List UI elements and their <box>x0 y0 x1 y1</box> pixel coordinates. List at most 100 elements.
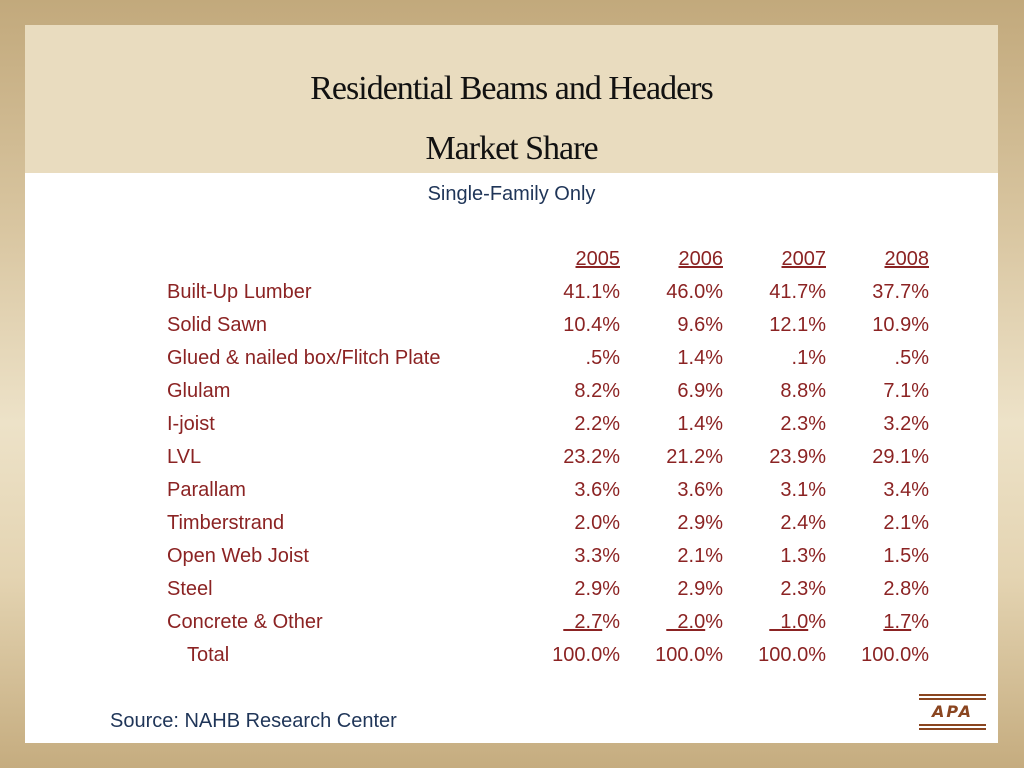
slide-title-line2: Market Share <box>425 130 598 167</box>
table-cell: 21.2% <box>666 446 723 468</box>
table-cell: 2.9% <box>677 578 723 600</box>
cell-unit: % <box>705 611 723 633</box>
row-label: Glulam <box>167 380 231 402</box>
table-cell: 12.1% <box>769 314 826 336</box>
row-label: LVL <box>167 446 202 468</box>
table-cell: 6.9% <box>677 380 723 402</box>
row-label: Solid Sawn <box>167 314 268 336</box>
table-row: Glued & nailed box/Flitch Plate .5% 1.4% .1… <box>160 342 929 375</box>
table-cell: 2.9% <box>574 578 620 600</box>
table-row: Parallam 3.6% 3.6% 3.1% 3.4% <box>160 474 929 507</box>
table-cell: 2.4% <box>780 512 826 534</box>
row-label: Built-Up Lumber <box>167 281 312 303</box>
table-cell: 3.3% <box>574 545 620 567</box>
table-cell: 41.1% <box>563 281 620 303</box>
table-cell: 46.0% <box>666 281 723 303</box>
table-cell: 3.6% <box>677 479 723 501</box>
table-cell: 1.3% <box>780 545 826 567</box>
row-label: Total <box>187 644 230 666</box>
table-cell: 2.2% <box>574 413 620 435</box>
logo-line <box>919 694 986 696</box>
market-share-table: 2005 2006 2007 2008 Built-Up Lumber 41.1%… <box>160 243 929 672</box>
table-cell: 100.0% <box>758 644 826 666</box>
table-cell: 1.4% <box>677 413 723 435</box>
table-cell: .5% <box>894 347 929 369</box>
cell-unit: % <box>911 611 929 633</box>
column-header: 2007 <box>781 248 827 270</box>
slide: Residential Beams and Headers Market Sha… <box>25 25 998 743</box>
table-cell: 9.6% <box>677 314 723 336</box>
table-cell: 2.3% <box>780 413 826 435</box>
table-cell: 100.0% <box>861 644 929 666</box>
cell-number: 2.0 <box>666 611 706 633</box>
table-row: LVL 23.2% 21.2% 23.9% 29.1% <box>160 441 929 474</box>
table-cell: 10.4% <box>563 314 620 336</box>
title-band: Residential Beams and Headers Market Sha… <box>25 25 998 173</box>
cell-number: 1.7 <box>883 611 912 633</box>
table-row: Glulam 8.2% 6.9% 8.8% 7.1% <box>160 375 929 408</box>
logo-line <box>919 698 986 700</box>
table-cell: 23.2% <box>563 446 620 468</box>
header-label-cell <box>160 243 517 276</box>
table-row: Steel 2.9% 2.9% 2.3% 2.8% <box>160 573 929 606</box>
table-row-total: Total 100.0% 100.0% 100.0% 100.0% <box>160 639 929 672</box>
row-label: Open Web Joist <box>167 545 309 567</box>
table-cell: 37.7% <box>872 281 929 303</box>
table-cell: 1.7% <box>826 606 929 639</box>
table-cell: 23.9% <box>769 446 826 468</box>
table-cell: 1.5% <box>883 545 929 567</box>
row-label: Glued & nailed box/Flitch Plate <box>167 347 441 369</box>
table-cell: 3.6% <box>574 479 620 501</box>
table-cell: 2.8% <box>883 578 929 600</box>
table-cell: 8.8% <box>780 380 826 402</box>
column-header: 2006 <box>678 248 724 270</box>
table-cell: 2.0% <box>574 512 620 534</box>
table-cell: 1.0% <box>723 606 826 639</box>
table-cell: 1.4% <box>677 347 723 369</box>
table-row: I-joist 2.2% 1.4% 2.3% 3.2% <box>160 408 929 441</box>
table-cell: 3.4% <box>883 479 929 501</box>
table-cell: 10.9% <box>872 314 929 336</box>
table-row-concrete-other: Concrete & Other 2.7% 2.0% 1.0% 1.7% <box>160 606 929 639</box>
cell-number: 2.7 <box>563 611 603 633</box>
table-cell: 100.0% <box>655 644 723 666</box>
column-header: 2008 <box>884 248 930 270</box>
table-cell: 100.0% <box>552 644 620 666</box>
logo-line <box>919 728 986 730</box>
source-note: Source: NAHB Research Center <box>110 710 397 732</box>
table-row: Open Web Joist 3.3% 2.1% 1.3% 1.5% <box>160 540 929 573</box>
slide-subtitle: Single-Family Only <box>427 183 596 205</box>
table-cell: 8.2% <box>574 380 620 402</box>
table-cell: 29.1% <box>872 446 929 468</box>
table-row: Built-Up Lumber 41.1% 46.0% 41.7% 37.7% <box>160 276 929 309</box>
row-label: Timberstrand <box>167 512 285 534</box>
table-row: Timberstrand 2.0% 2.9% 2.4% 2.1% <box>160 507 929 540</box>
logo-text: APA <box>931 702 974 721</box>
column-header: 2005 <box>575 248 621 270</box>
table-cell: 2.9% <box>677 512 723 534</box>
table-cell: 7.1% <box>883 380 929 402</box>
table-cell: 2.1% <box>677 545 723 567</box>
logo-line <box>919 724 986 726</box>
row-label: Steel <box>167 578 213 600</box>
table-cell: 2.1% <box>883 512 929 534</box>
table-cell: 2.0% <box>620 606 723 639</box>
slide-title: Residential Beams and Headers <box>310 70 713 107</box>
table-cell: 41.7% <box>769 281 826 303</box>
row-label: Parallam <box>167 479 246 501</box>
table-cell: 2.3% <box>780 578 826 600</box>
apa-logo: APA <box>919 694 986 734</box>
row-label: Concrete & Other <box>167 611 323 633</box>
table-body: Built-Up Lumber 41.1% 46.0% 41.7% 37.7% Solid… <box>160 276 929 606</box>
table-cell: 2.7% <box>517 606 620 639</box>
cell-unit: % <box>602 611 620 633</box>
table-cell: .1% <box>791 347 826 369</box>
cell-number: 1.0 <box>769 611 809 633</box>
table-cell: 3.2% <box>883 413 929 435</box>
table-header-row: 2005 2006 2007 2008 <box>160 243 930 276</box>
table-cell: 3.1% <box>780 479 826 501</box>
table-row: Solid Sawn 10.4% 9.6% 12.1% 10.9% <box>160 309 929 342</box>
cell-unit: % <box>808 611 826 633</box>
table-cell: .5% <box>585 347 620 369</box>
row-label: I-joist <box>167 413 215 435</box>
